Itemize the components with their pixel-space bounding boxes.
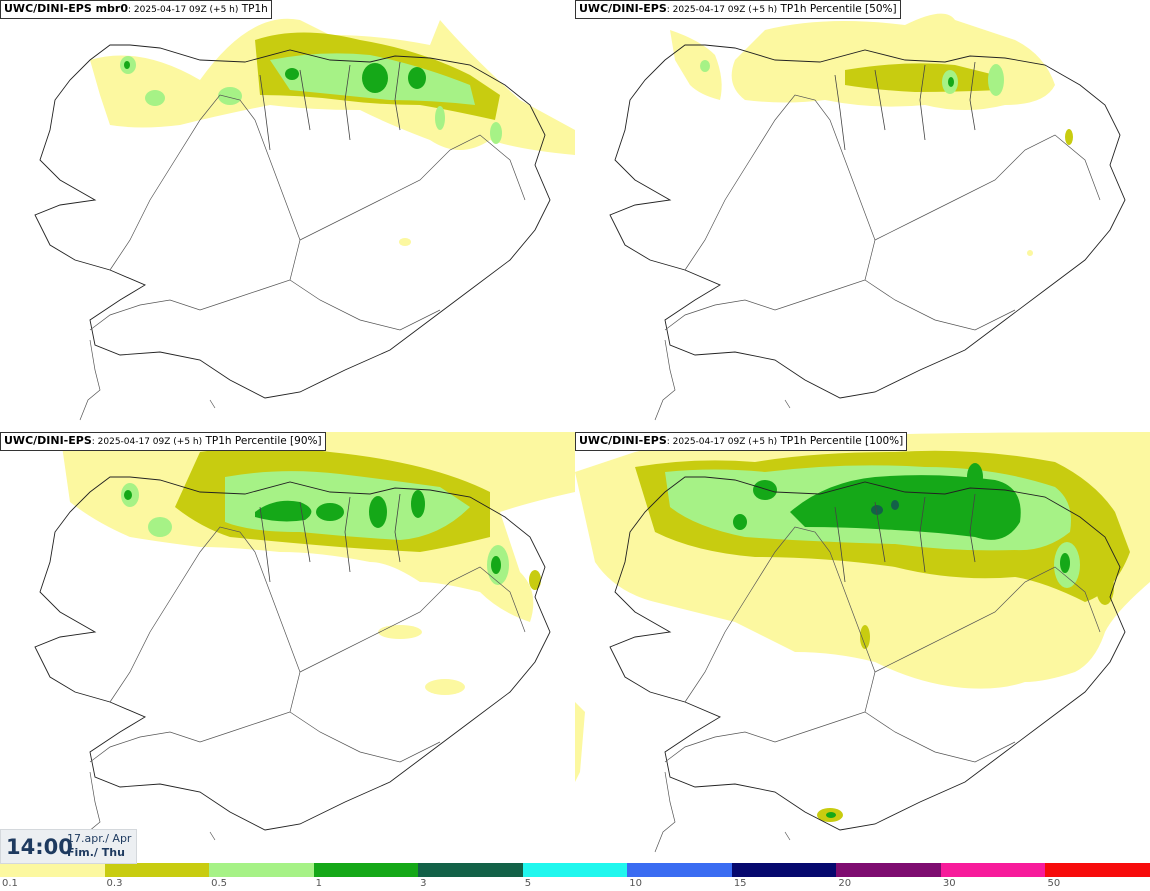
map-panel-mbr0: UWC/DINI-EPS mbr0: 2025-04-17 09Z (+5 h)… bbox=[0, 0, 575, 430]
legend-swatch bbox=[522, 863, 628, 877]
panel-title: UWC/DINI-EPS mbr0: 2025-04-17 09Z (+5 h)… bbox=[0, 0, 272, 19]
legend-swatch bbox=[104, 863, 210, 877]
legend-swatch bbox=[0, 863, 105, 877]
valid-time-box: 14:00 17.apr./ Apr Fim./ Thu bbox=[0, 829, 137, 864]
legend-tick-label: 0.5 bbox=[211, 878, 227, 889]
legend-swatch bbox=[418, 863, 523, 877]
legend-tick-label: 3 bbox=[420, 878, 427, 889]
legend-swatch bbox=[313, 863, 419, 877]
legend-tick-label: 50 bbox=[1047, 878, 1061, 889]
legend-tick-label: 0.1 bbox=[2, 878, 18, 889]
legend-tick-label: 20 bbox=[838, 878, 852, 889]
legend-swatch bbox=[209, 863, 314, 877]
legend-tick-label: 15 bbox=[733, 878, 747, 889]
legend-tick-label: 30 bbox=[942, 878, 956, 889]
legend-swatch bbox=[1045, 863, 1150, 877]
panel-title: UWC/DINI-EPS: 2025-04-17 09Z (+5 h) TP1h… bbox=[0, 432, 326, 451]
panel-title: UWC/DINI-EPS: 2025-04-17 09Z (+5 h) TP1h… bbox=[575, 432, 908, 451]
map-panel-p90: UWC/DINI-EPS: 2025-04-17 09Z (+5 h) TP1h… bbox=[0, 432, 575, 862]
legend-swatch bbox=[731, 863, 837, 877]
legend-tick-label: 5 bbox=[524, 878, 532, 889]
valid-day: Fim./ Thu bbox=[67, 846, 125, 859]
precipitation-map bbox=[34, 432, 575, 853]
legend-swatch bbox=[940, 863, 1046, 877]
precipitation-map bbox=[575, 432, 1150, 853]
legend-swatch bbox=[836, 863, 941, 877]
map-panel-p50: UWC/DINI-EPS: 2025-04-17 09Z (+5 h) TP1h… bbox=[575, 0, 1150, 430]
map-panel-p100: UWC/DINI-EPS: 2025-04-17 09Z (+5 h) TP1h… bbox=[575, 432, 1150, 862]
legend-ticks: 0.1 0.3 0.5 1 3 5 10 15 20 30 50 bbox=[0, 877, 1150, 891]
precipitation-map bbox=[34, 18, 575, 421]
legend-tick-label: 1 bbox=[315, 878, 322, 889]
color-legend bbox=[0, 863, 1150, 877]
precipitation-map bbox=[609, 13, 1126, 421]
legend-tick-label: 0.3 bbox=[106, 878, 123, 889]
valid-time: 14:00 bbox=[6, 835, 73, 859]
legend-tick-label: 10 bbox=[629, 878, 642, 889]
legend-swatch bbox=[627, 863, 732, 877]
valid-date: 17.apr./ Apr bbox=[67, 832, 132, 845]
panel-title: UWC/DINI-EPS: 2025-04-17 09Z (+5 h) TP1h… bbox=[575, 0, 901, 19]
